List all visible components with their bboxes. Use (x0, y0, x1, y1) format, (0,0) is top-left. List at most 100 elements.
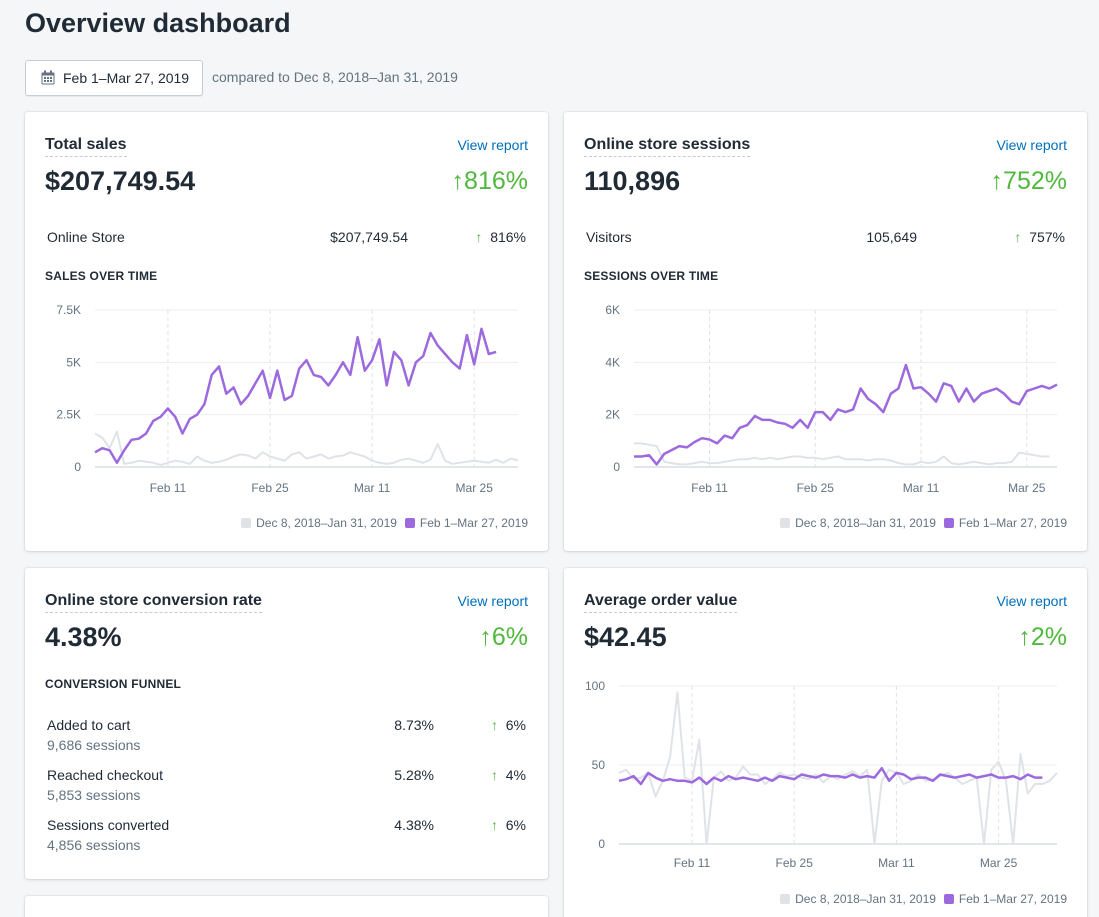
row-change: ↑ 4% (490, 767, 526, 783)
arrow-up-icon: ↑ (451, 167, 465, 195)
row-label: Added to cart (47, 717, 131, 733)
legend-item-previous: Dec 8, 2018–Jan 31, 2019 (780, 516, 936, 530)
date-range-label: Feb 1–Mar 27, 2019 (63, 70, 190, 86)
row-value: 4.38% (394, 817, 434, 833)
view-report-link[interactable]: View report (457, 137, 528, 153)
x-tick-label: Mar 11 (354, 481, 391, 495)
y-tick-label: 2.5K (56, 408, 81, 422)
y-tick-label: 100 (585, 679, 605, 693)
sales-chart: 0 2.5K 5K 7.5K Feb 11 Feb 25 Mar 11 Mar 25 (56, 303, 519, 495)
metric-change: ↑816% (451, 167, 528, 195)
x-tick-label: Mar 25 (980, 856, 1018, 870)
chart-legend: Dec 8, 2018–Jan 31, 2019 Feb 1–Mar 27, 2… (772, 516, 1067, 530)
series-line-current (618, 766, 1043, 786)
y-tick-label: 2K (605, 408, 620, 422)
y-tick-label: 5K (66, 355, 81, 369)
chart-legend: Dec 8, 2018–Jan 31, 2019 Feb 1–Mar 27, 2… (772, 892, 1067, 906)
funnel-row: Reached checkout 5,853 sessions 5.28% ↑ … (47, 766, 526, 804)
metric-change: ↑752% (990, 167, 1067, 195)
metric-change: ↑2% (1018, 623, 1067, 651)
arrow-up-icon: ↑ (1014, 229, 1022, 245)
legend-item-current: Feb 1–Mar 27, 2019 (943, 516, 1067, 530)
x-tick-label: Feb 11 (674, 856, 711, 870)
view-report-link[interactable]: View report (996, 137, 1067, 153)
y-tick-label: 0 (74, 460, 81, 474)
conversion-card: Online store conversion rate View report… (25, 568, 548, 879)
x-tick-label: Feb 11 (691, 481, 728, 495)
x-tick-label: Mar 25 (1008, 481, 1046, 495)
series-line-previous (94, 430, 519, 466)
row-value: 8.73% (394, 717, 434, 733)
page-title: Overview dashboard (25, 8, 291, 38)
row-label: Visitors (586, 229, 632, 245)
metric-value: 110,896 (584, 166, 681, 196)
section-heading: SALES OVER TIME (45, 269, 158, 283)
series-line-current (634, 363, 1058, 466)
x-tick-label: Feb 11 (150, 481, 187, 495)
card-title[interactable]: Total sales (45, 135, 127, 157)
section-heading: SESSIONS OVER TIME (584, 269, 719, 283)
y-tick-label: 6K (605, 303, 620, 317)
x-tick-label: Mar 11 (878, 856, 915, 870)
funnel-row: Sessions converted 4,856 sessions 4.38% … (47, 816, 526, 854)
legend-item-previous: Dec 8, 2018–Jan 31, 2019 (241, 516, 397, 530)
view-report-link[interactable]: View report (457, 593, 528, 609)
legend-swatch (943, 894, 954, 904)
metric-value: $42.45 (584, 622, 667, 652)
funnel-row: Added to cart 9,686 sessions 8.73% ↑ 6% (47, 716, 526, 754)
legend-swatch (780, 518, 791, 528)
aov-chart: 0 50 100 Feb 11 Feb 25 Mar 11 Mar 25 (585, 679, 1058, 870)
row-label: Sessions converted (47, 817, 170, 833)
view-report-link[interactable]: View report (996, 593, 1067, 609)
arrow-up-icon: ↑ (490, 817, 498, 833)
card-title[interactable]: Average order value (584, 591, 738, 613)
y-tick-label: 0 (613, 460, 620, 474)
sessions-chart: 0 2K 4K 6K Feb 11 Feb 25 Mar 11 Mar 25 (605, 303, 1058, 495)
y-tick-label: 7.5K (56, 303, 81, 317)
legend-swatch (241, 518, 252, 528)
row-sessions: 9,686 sessions (47, 737, 141, 753)
calendar-icon (41, 70, 55, 85)
arrow-up-icon: ↑ (990, 167, 1004, 195)
compare-text: compared to Dec 8, 2018–Jan 31, 2019 (212, 69, 458, 85)
arrow-up-icon: ↑ (1018, 623, 1031, 651)
row-value: 5.28% (394, 767, 434, 783)
row-change: ↑ 816% (475, 229, 526, 245)
arrow-up-icon: ↑ (479, 623, 492, 651)
metric-value: 4.38% (45, 622, 122, 652)
total-sales-card: Total sales View report $207,749.54 ↑816… (25, 112, 548, 551)
legend-swatch (404, 518, 415, 528)
y-tick-label: 50 (592, 758, 606, 772)
x-tick-label: Mar 11 (903, 481, 940, 495)
card-title[interactable]: Online store conversion rate (45, 591, 262, 613)
x-tick-label: Feb 25 (797, 481, 835, 495)
breakdown-row: Online Store $207,749.54 ↑ 816% (47, 228, 526, 246)
arrow-up-icon: ↑ (490, 767, 498, 783)
x-tick-label: Feb 25 (776, 856, 814, 870)
row-change: ↑ 757% (1014, 229, 1065, 245)
section-heading: CONVERSION FUNNEL (45, 677, 182, 691)
legend-item-previous: Dec 8, 2018–Jan 31, 2019 (780, 892, 936, 906)
series-line-previous (618, 691, 1058, 845)
row-value: 105,649 (866, 229, 917, 245)
row-change: ↑ 6% (490, 817, 526, 833)
sessions-card: Online store sessions View report 110,89… (564, 112, 1087, 551)
legend-item-current: Feb 1–Mar 27, 2019 (943, 892, 1067, 906)
row-value: $207,749.54 (330, 229, 408, 245)
row-change: ↑ 6% (490, 717, 526, 733)
legend-swatch (943, 518, 954, 528)
x-tick-label: Feb 25 (251, 481, 289, 495)
arrow-up-icon: ↑ (475, 229, 483, 245)
breakdown-row: Visitors 105,649 ↑ 757% (586, 228, 1065, 246)
y-tick-label: 4K (605, 355, 620, 369)
row-label: Reached checkout (47, 767, 163, 783)
date-range-button[interactable]: Feb 1–Mar 27, 2019 (25, 60, 203, 96)
series-line-previous (634, 442, 1050, 466)
legend-item-current: Feb 1–Mar 27, 2019 (404, 516, 528, 530)
metric-value: $207,749.54 (45, 166, 196, 196)
row-sessions: 4,856 sessions (47, 837, 141, 853)
legend-swatch (780, 894, 791, 904)
chart-legend: Dec 8, 2018–Jan 31, 2019 Feb 1–Mar 27, 2… (233, 516, 528, 530)
card-title[interactable]: Online store sessions (584, 135, 751, 157)
aov-card: Average order value View report $42.45 ↑… (564, 568, 1087, 917)
